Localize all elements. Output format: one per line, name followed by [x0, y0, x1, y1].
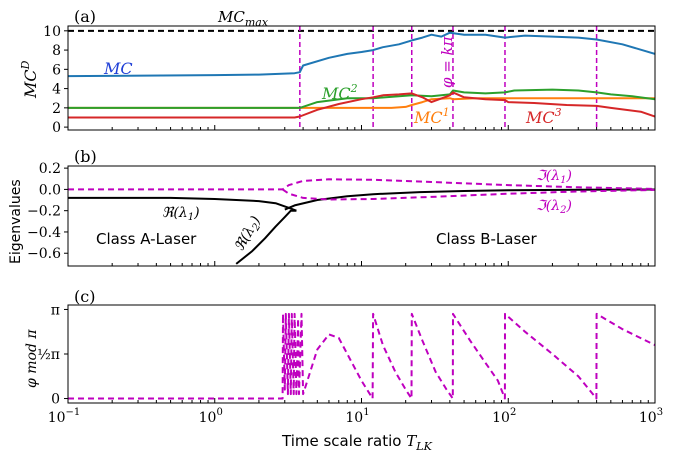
panel-frame [67, 25, 656, 131]
im-lambda1-label: ℑ(λ1) [536, 168, 572, 186]
x-tick-label: 101 [345, 407, 369, 426]
y-tick-label: 2 [52, 101, 61, 117]
plot-area [68, 312, 655, 400]
series-line-mc-3 [68, 91, 655, 119]
panel-b: 0.2 0.0 −0.2 −0.4 −0.6 [27, 161, 656, 267]
series-line-im-2- [282, 188, 655, 201]
panel-label-c: (c) [74, 287, 95, 306]
mc1-series-label: MC1 [413, 106, 450, 127]
x-tick-label: 102 [492, 407, 516, 426]
x-tick-label: 103 [639, 407, 663, 426]
y-tick-label: π [51, 302, 60, 318]
panel-a: 0 2 4 6 8 10 [43, 24, 656, 136]
panel-c: π ½π 0 [37, 302, 656, 408]
class-a-label: Class A-Laser [96, 230, 197, 248]
y-tick-label: −0.2 [27, 204, 61, 220]
series-line-mc [68, 31, 655, 78]
plot-area [68, 178, 655, 265]
im-lambda2-label: ℑ(λ2) [536, 198, 572, 216]
series-line-mc-1 [68, 97, 655, 109]
mc3-series-label: MC3 [525, 106, 562, 127]
ylabel-b: Eigenvalues [8, 179, 24, 264]
y-tick-label: 6 [52, 62, 61, 78]
re-lambda2-label: ℜ(λ2) [232, 213, 266, 255]
y-tick-label: 10 [43, 24, 61, 40]
y-tick-label: 0 [52, 120, 61, 136]
mcmax-label: MCmax [217, 8, 269, 29]
series-line-re- [284, 188, 655, 211]
class-b-label: Class B-Laser [436, 230, 538, 248]
panel-label-b: (b) [74, 147, 97, 166]
phi-k-label: φ = kπ [438, 35, 456, 88]
y-tick-label: 0.2 [39, 161, 61, 177]
ylabel-c: φ mod π [24, 329, 40, 388]
y-tick-label: −0.4 [27, 225, 61, 241]
y-tick-label: 0.0 [39, 182, 61, 198]
series-line-mc-2 [68, 88, 655, 109]
x-axis: 10−1 100 101 102 103 [48, 407, 663, 426]
y-tick-label: 0 [51, 392, 60, 408]
x-tick-label: 10−1 [48, 407, 81, 426]
y-tick-label: ½π [37, 347, 60, 363]
y-tick-label: 4 [52, 82, 61, 98]
plot-area [68, 26, 655, 130]
series-line-re-2- [235, 209, 297, 265]
re-lambda1-label: ℜ(λ1) [162, 205, 200, 223]
series-line-im-1- [68, 178, 655, 191]
panel-label-a: (a) [74, 7, 96, 26]
ylabel-a: MCD [19, 60, 40, 99]
x-tick-label: 100 [199, 407, 223, 426]
mc2-series-label: MC2 [321, 82, 358, 103]
x-axis-title: Time scale ratio TLK [281, 432, 433, 453]
series-line-phi-mod-pi [68, 312, 655, 400]
y-tick-label: 8 [52, 43, 61, 59]
y-tick-label: −0.6 [27, 246, 61, 262]
panel-frame [67, 304, 656, 404]
mc-series-label: MC [103, 59, 133, 78]
